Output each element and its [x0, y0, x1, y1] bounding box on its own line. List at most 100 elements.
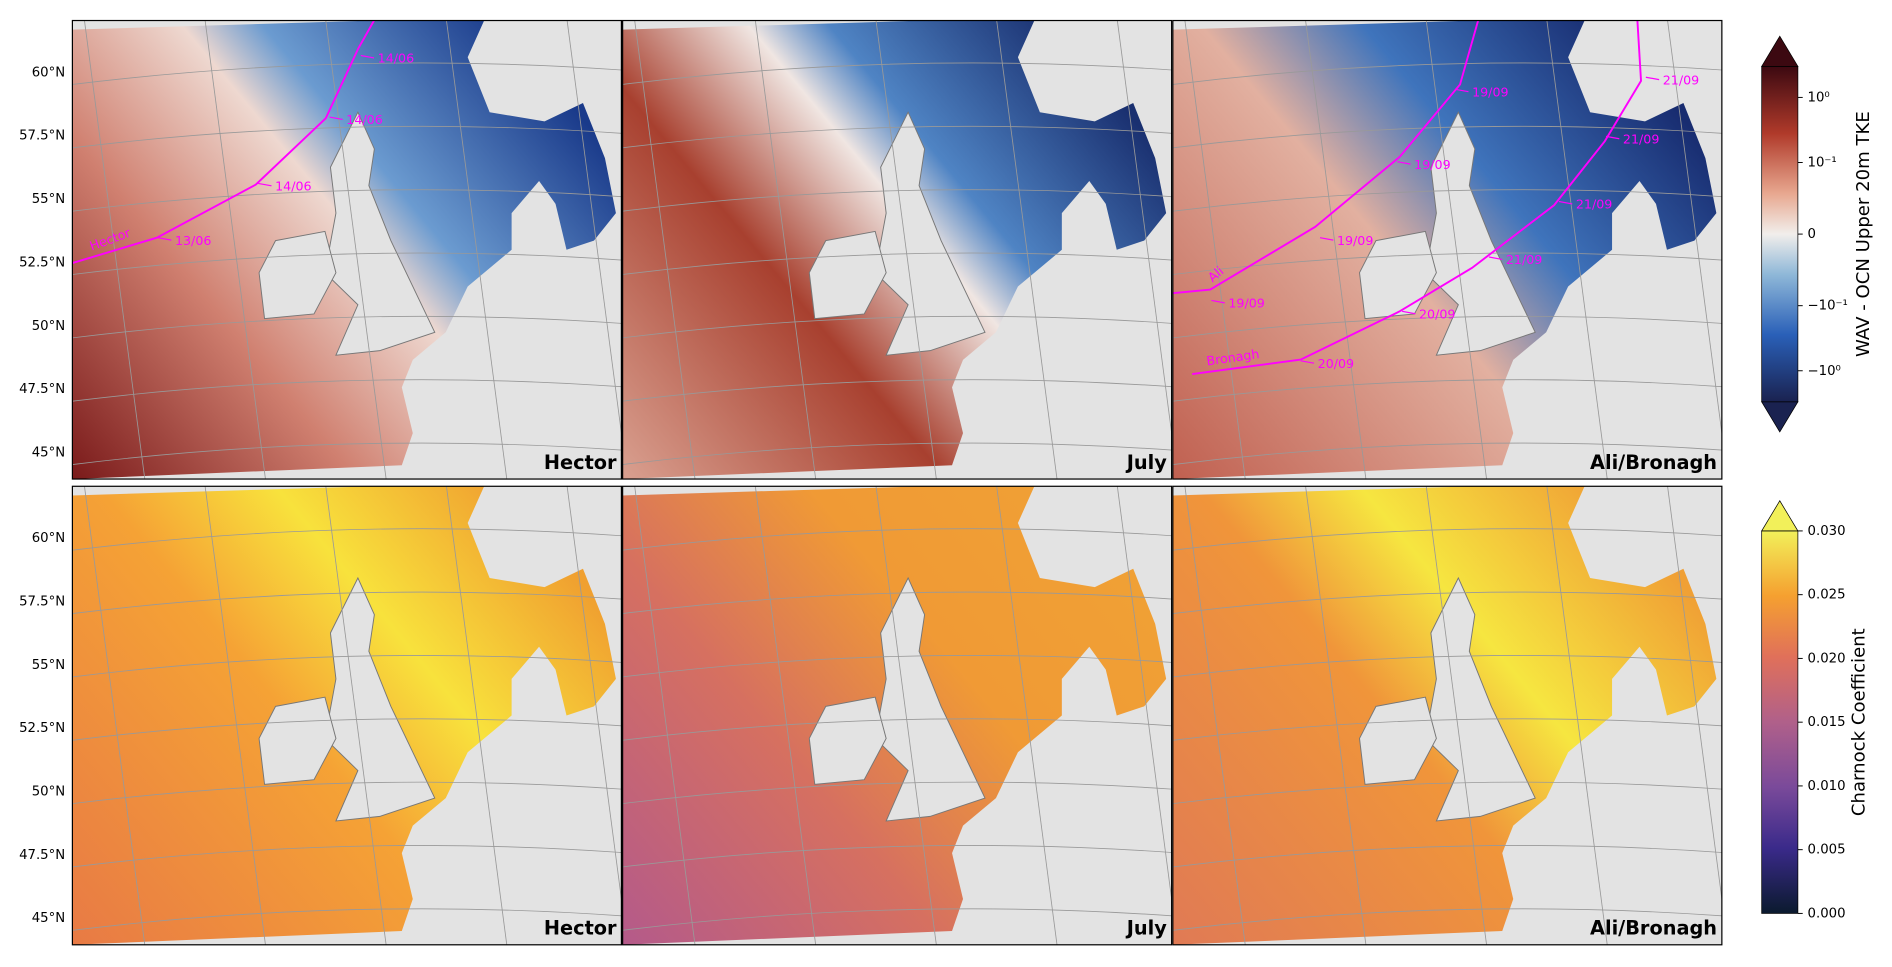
panel-label: Ali/Bronagh	[1590, 917, 1717, 940]
lat-label: 47.5°N	[19, 382, 65, 397]
graticule	[72, 189, 622, 212]
graticule	[1172, 718, 1722, 741]
graticule	[1116, 20, 1172, 437]
map-panel: Ali19/0919/0919/0919/09Bronagh21/0921/09…	[1172, 20, 1722, 480]
track-date: 14/06	[275, 179, 311, 194]
track-date: 19/09	[1228, 296, 1264, 311]
panel-frame	[1172, 485, 1723, 946]
graticule	[72, 442, 622, 465]
lat-label: 52.5°N	[19, 255, 65, 270]
colorbar-extend	[1761, 35, 1799, 67]
graticule	[72, 252, 622, 275]
track-date: 20/09	[1419, 306, 1455, 321]
graticule	[622, 655, 1172, 678]
graticule	[566, 486, 622, 903]
graticule	[622, 252, 1172, 275]
colorbar-extend	[1761, 500, 1799, 532]
colorbar-extend	[1761, 401, 1799, 433]
track-arrow	[1397, 161, 1411, 165]
lat-label: 57.5°N	[19, 595, 65, 610]
graticule	[634, 486, 696, 945]
graticule	[1172, 189, 1722, 212]
graticule	[72, 845, 622, 868]
graticule	[1546, 20, 1608, 480]
storm-track	[1192, 20, 1643, 376]
graticule	[634, 20, 696, 480]
graticule	[72, 908, 622, 931]
island	[808, 230, 887, 320]
track-arrow	[157, 237, 172, 241]
graticule	[1546, 486, 1608, 945]
track-arrow	[329, 116, 343, 121]
graticule	[566, 20, 622, 437]
graticule	[622, 189, 1172, 212]
map-panel	[622, 486, 1172, 945]
colorbar-tick-label: 0.025	[1808, 588, 1846, 603]
track-arrow	[1300, 360, 1315, 364]
track-date: 19/09	[1414, 157, 1450, 172]
map-panel	[72, 486, 622, 945]
lat-label: 55°N	[32, 658, 65, 673]
lat-label: 47.5°N	[19, 848, 65, 863]
track-arrow	[1605, 135, 1620, 140]
graticule	[622, 379, 1172, 402]
graticule	[1172, 125, 1722, 149]
graticule	[72, 315, 622, 339]
graticule	[1184, 486, 1246, 945]
panel-label: July	[1125, 917, 1168, 940]
island	[1359, 696, 1437, 785]
island	[874, 111, 986, 356]
graticule	[622, 845, 1172, 868]
panel-frame	[71, 485, 623, 946]
colorbar-tick-label: 0.005	[1808, 843, 1846, 858]
colorbar-tick-label: 10⁻¹	[1808, 155, 1837, 170]
colorbar-tick-label: 0.000	[1808, 906, 1846, 921]
track-date: 19/09	[1472, 84, 1508, 99]
map-panel	[622, 20, 1172, 480]
track-date: 14/06	[378, 51, 414, 66]
track-arrow	[1319, 237, 1334, 241]
graticule	[1172, 379, 1722, 402]
storm-track	[72, 20, 375, 264]
graticule	[754, 20, 817, 480]
graticule	[1667, 486, 1722, 903]
island	[874, 576, 986, 822]
graticule	[72, 528, 622, 551]
graticule	[1172, 528, 1722, 551]
track-arrow	[1211, 299, 1225, 304]
island	[808, 696, 887, 785]
graticule	[1172, 655, 1722, 678]
colorbar-tick-label: 0.030	[1808, 524, 1846, 539]
track-arrow	[1488, 256, 1503, 261]
map-panel	[1172, 486, 1722, 945]
graticule	[622, 781, 1172, 805]
track-arrow	[360, 54, 375, 59]
graticule	[72, 62, 622, 85]
track-date: 21/09	[1576, 197, 1612, 212]
graticule	[1305, 20, 1367, 480]
colorbar	[1761, 66, 1798, 402]
panel-label: July	[1125, 451, 1168, 474]
graticule	[622, 908, 1172, 931]
colorbar	[1761, 530, 1798, 914]
graticule	[754, 486, 817, 945]
island	[1424, 111, 1536, 356]
storm-track	[1172, 20, 1480, 295]
track-date: 19/09	[1337, 233, 1373, 248]
lat-label: 52.5°N	[19, 721, 65, 736]
graticule	[1172, 591, 1722, 614]
graticule	[72, 781, 622, 805]
graticule	[1116, 486, 1172, 903]
graticule	[1172, 442, 1722, 465]
graticule	[996, 486, 1058, 945]
island	[258, 696, 337, 785]
colorbar-tick-label: −10⁰	[1808, 364, 1841, 379]
graticule	[1184, 20, 1246, 480]
track-arrow	[1558, 200, 1573, 205]
graticule	[72, 591, 622, 614]
graticule	[622, 62, 1172, 85]
graticule	[1425, 20, 1487, 480]
graticule	[1425, 486, 1487, 945]
graticule	[72, 718, 622, 741]
panel-label: Ali/Bronagh	[1590, 451, 1717, 474]
